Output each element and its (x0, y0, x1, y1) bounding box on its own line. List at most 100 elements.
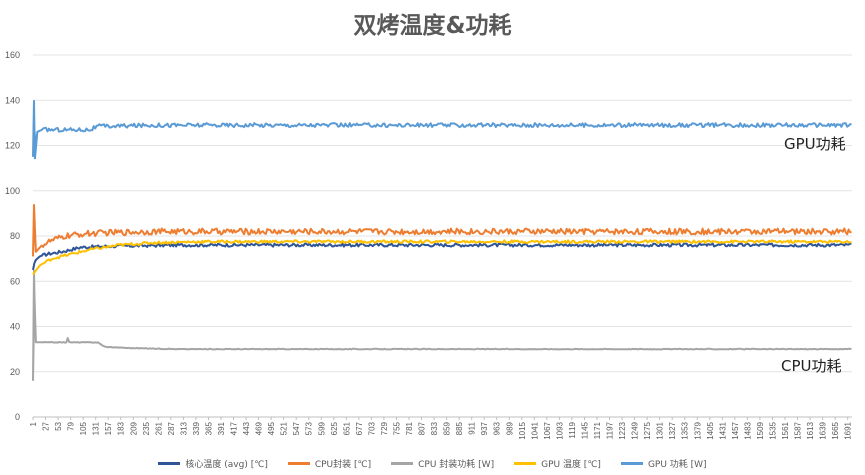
x-tick-label: 1457 (731, 421, 740, 439)
x-tick-label: 469 (255, 421, 264, 435)
x-tick-label: 1613 (806, 421, 815, 439)
x-tick-label: 833 (430, 421, 439, 435)
x-tick-label: 1405 (706, 421, 715, 439)
series-line (32, 239, 852, 276)
x-tick-label: 1145 (580, 421, 589, 439)
x-tick-label: 183 (117, 421, 126, 435)
x-tick-label: 807 (418, 421, 427, 435)
y-tick-label: 120 (5, 141, 20, 151)
x-tick-label: 105 (79, 421, 88, 435)
gpu-power-annotation: GPU功耗 (784, 135, 846, 153)
legend-item: CPU封装 [℃] (287, 455, 372, 471)
x-tick-label: 911 (468, 421, 477, 434)
x-tick-label: 781 (405, 421, 414, 435)
x-tick-label: 1535 (768, 421, 777, 439)
x-tick-label: 79 (67, 421, 76, 430)
x-tick-label: 1691 (844, 421, 853, 439)
x-tick-label: 963 (493, 421, 502, 435)
x-tick-label: 1587 (794, 421, 803, 439)
x-tick-label: 1067 (543, 421, 552, 439)
y-tick-label: 140 (5, 95, 20, 105)
x-tick-label: 495 (267, 421, 276, 435)
legend-label: GPU 温度 [℃] (541, 459, 601, 470)
x-tick-label: 1 (29, 421, 38, 426)
series-line (32, 269, 852, 381)
x-tick-label: 1041 (530, 421, 539, 439)
x-tick-label: 885 (455, 421, 464, 435)
legend-swatch (391, 461, 414, 465)
series-line (32, 242, 852, 271)
x-tick-label: 937 (480, 421, 489, 435)
y-tick-label: 20 (10, 367, 20, 377)
line-chart: 0 20 40 60 80 100 120 140 160 1 27 53 79 105 131 157 18… (5, 50, 853, 440)
x-axis-ticks: 1 27 53 79 105 131 157 183 209 235 261 287 313 339 365… (29, 417, 853, 440)
legend-swatch (514, 461, 537, 465)
x-tick-label: 573 (305, 421, 314, 435)
x-tick-label: 339 (192, 421, 201, 435)
x-tick-label: 547 (292, 421, 301, 435)
x-tick-label: 703 (367, 421, 376, 435)
x-tick-label: 1223 (618, 421, 627, 439)
x-tick-label: 1197 (606, 421, 615, 439)
legend-swatch (158, 461, 181, 465)
x-tick-label: 261 (154, 421, 163, 435)
legend-item: 核心温度 (avg) [℃] (158, 455, 268, 471)
x-tick-label: 625 (330, 421, 339, 435)
x-tick-label: 1665 (831, 421, 840, 439)
x-tick-label: 1483 (743, 421, 752, 439)
chart-title: 双烤温度&功耗 (353, 13, 512, 39)
x-tick-label: 1353 (681, 421, 690, 439)
y-tick-label: 40 (10, 322, 20, 332)
x-tick-label: 989 (505, 421, 514, 435)
x-tick-label: 313 (179, 421, 188, 435)
series-lines (32, 100, 852, 381)
x-tick-label: 1249 (631, 421, 640, 439)
y-tick-label: 80 (10, 231, 20, 241)
x-tick-label: 859 (443, 421, 452, 435)
cpu-power-annotation: CPU功耗 (781, 357, 842, 375)
x-tick-label: 209 (129, 421, 138, 435)
x-tick-label: 729 (380, 421, 389, 435)
x-tick-label: 651 (342, 421, 351, 435)
x-tick-label: 27 (42, 421, 51, 430)
legend-label: CPU 封装功耗 [W] (418, 459, 495, 470)
x-tick-label: 287 (167, 421, 176, 435)
legend-label: CPU封装 [℃] (314, 459, 372, 470)
y-axis-ticks: 0 20 40 60 80 100 120 140 160 (5, 50, 20, 422)
x-tick-label: 1431 (718, 421, 727, 439)
x-tick-label: 417 (230, 421, 239, 435)
x-tick-label: 1171 (593, 421, 602, 439)
x-tick-label: 599 (317, 421, 326, 435)
x-tick-label: 1561 (781, 421, 790, 439)
y-tick-label: 0 (15, 412, 20, 422)
x-tick-label: 1379 (693, 421, 702, 439)
x-tick-label: 755 (392, 421, 401, 435)
y-tick-label: 60 (10, 276, 20, 286)
x-tick-label: 1301 (656, 421, 665, 439)
x-tick-label: 235 (142, 421, 151, 435)
legend-label: GPU 功耗 [W] (647, 459, 707, 470)
x-tick-label: 677 (355, 421, 364, 435)
chart-legend: 核心温度 (avg) [℃] CPU封装 [℃] CPU 封装功耗 [W] GPU 温… (0, 455, 865, 471)
x-tick-label: 1015 (518, 421, 527, 439)
x-tick-label: 1093 (555, 421, 564, 439)
x-tick-label: 521 (280, 421, 289, 435)
x-tick-label: 1119 (568, 421, 577, 438)
series-line (32, 204, 852, 257)
legend-swatch (287, 461, 310, 465)
x-tick-label: 391 (217, 421, 226, 435)
legend-item: CPU 封装功耗 [W] (391, 455, 494, 471)
x-tick-label: 157 (104, 421, 113, 435)
x-tick-label: 1639 (819, 421, 828, 439)
legend-item: GPU 温度 [℃] (514, 455, 601, 471)
x-tick-label: 1275 (643, 421, 652, 439)
y-tick-label: 100 (5, 186, 20, 196)
x-tick-label: 1509 (756, 421, 765, 439)
legend-item: GPU 功耗 [W] (620, 455, 707, 471)
x-tick-label: 365 (204, 421, 213, 435)
series-line (32, 100, 852, 160)
x-tick-label: 53 (54, 421, 63, 430)
legend-swatch (620, 461, 643, 465)
x-tick-label: 443 (242, 421, 251, 435)
legend-label: 核心温度 (avg) [℃] (185, 459, 268, 470)
